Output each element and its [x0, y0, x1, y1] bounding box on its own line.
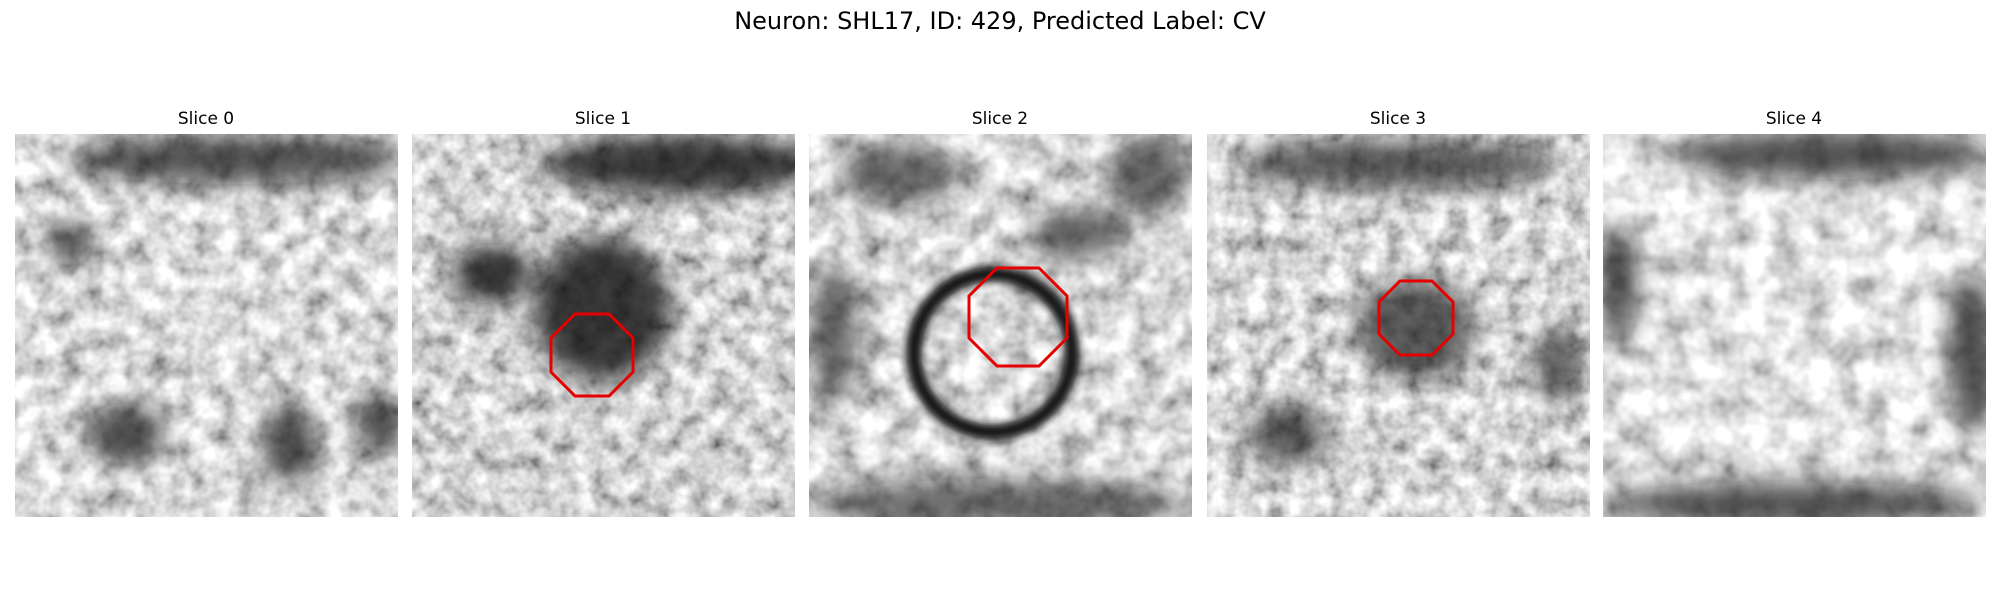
panel-title: Slice 4: [1766, 109, 1822, 129]
panel: Slice 3: [1207, 109, 1590, 517]
slice-image: [809, 134, 1192, 517]
texture: [15, 134, 398, 517]
roi-outline: [967, 266, 1069, 368]
panel: Slice 2: [809, 109, 1192, 517]
panel: Slice 4: [1603, 109, 1986, 517]
shading: [809, 134, 1189, 517]
roi-outline: [1377, 279, 1455, 357]
panel: Slice 1: [412, 109, 795, 517]
panel-title: Slice 1: [575, 109, 631, 129]
panel: Slice 0: [15, 109, 398, 517]
panel-title: Slice 2: [972, 109, 1028, 129]
slice-image: [1603, 134, 1986, 517]
panel-title: Slice 3: [1370, 109, 1426, 129]
panel-title: Slice 0: [178, 109, 234, 129]
slice-image: [412, 134, 795, 517]
slice-image: [1207, 134, 1590, 517]
texture: [1603, 134, 1986, 517]
figure-title: Neuron: SHL17, ID: 429, Predicted Label:…: [734, 7, 1266, 35]
slice-image: [15, 134, 398, 517]
roi-outline: [549, 312, 635, 398]
shading: [452, 134, 795, 381]
shading: [1603, 134, 1986, 517]
shading: [1237, 139, 1579, 464]
shading: [48, 134, 398, 484]
